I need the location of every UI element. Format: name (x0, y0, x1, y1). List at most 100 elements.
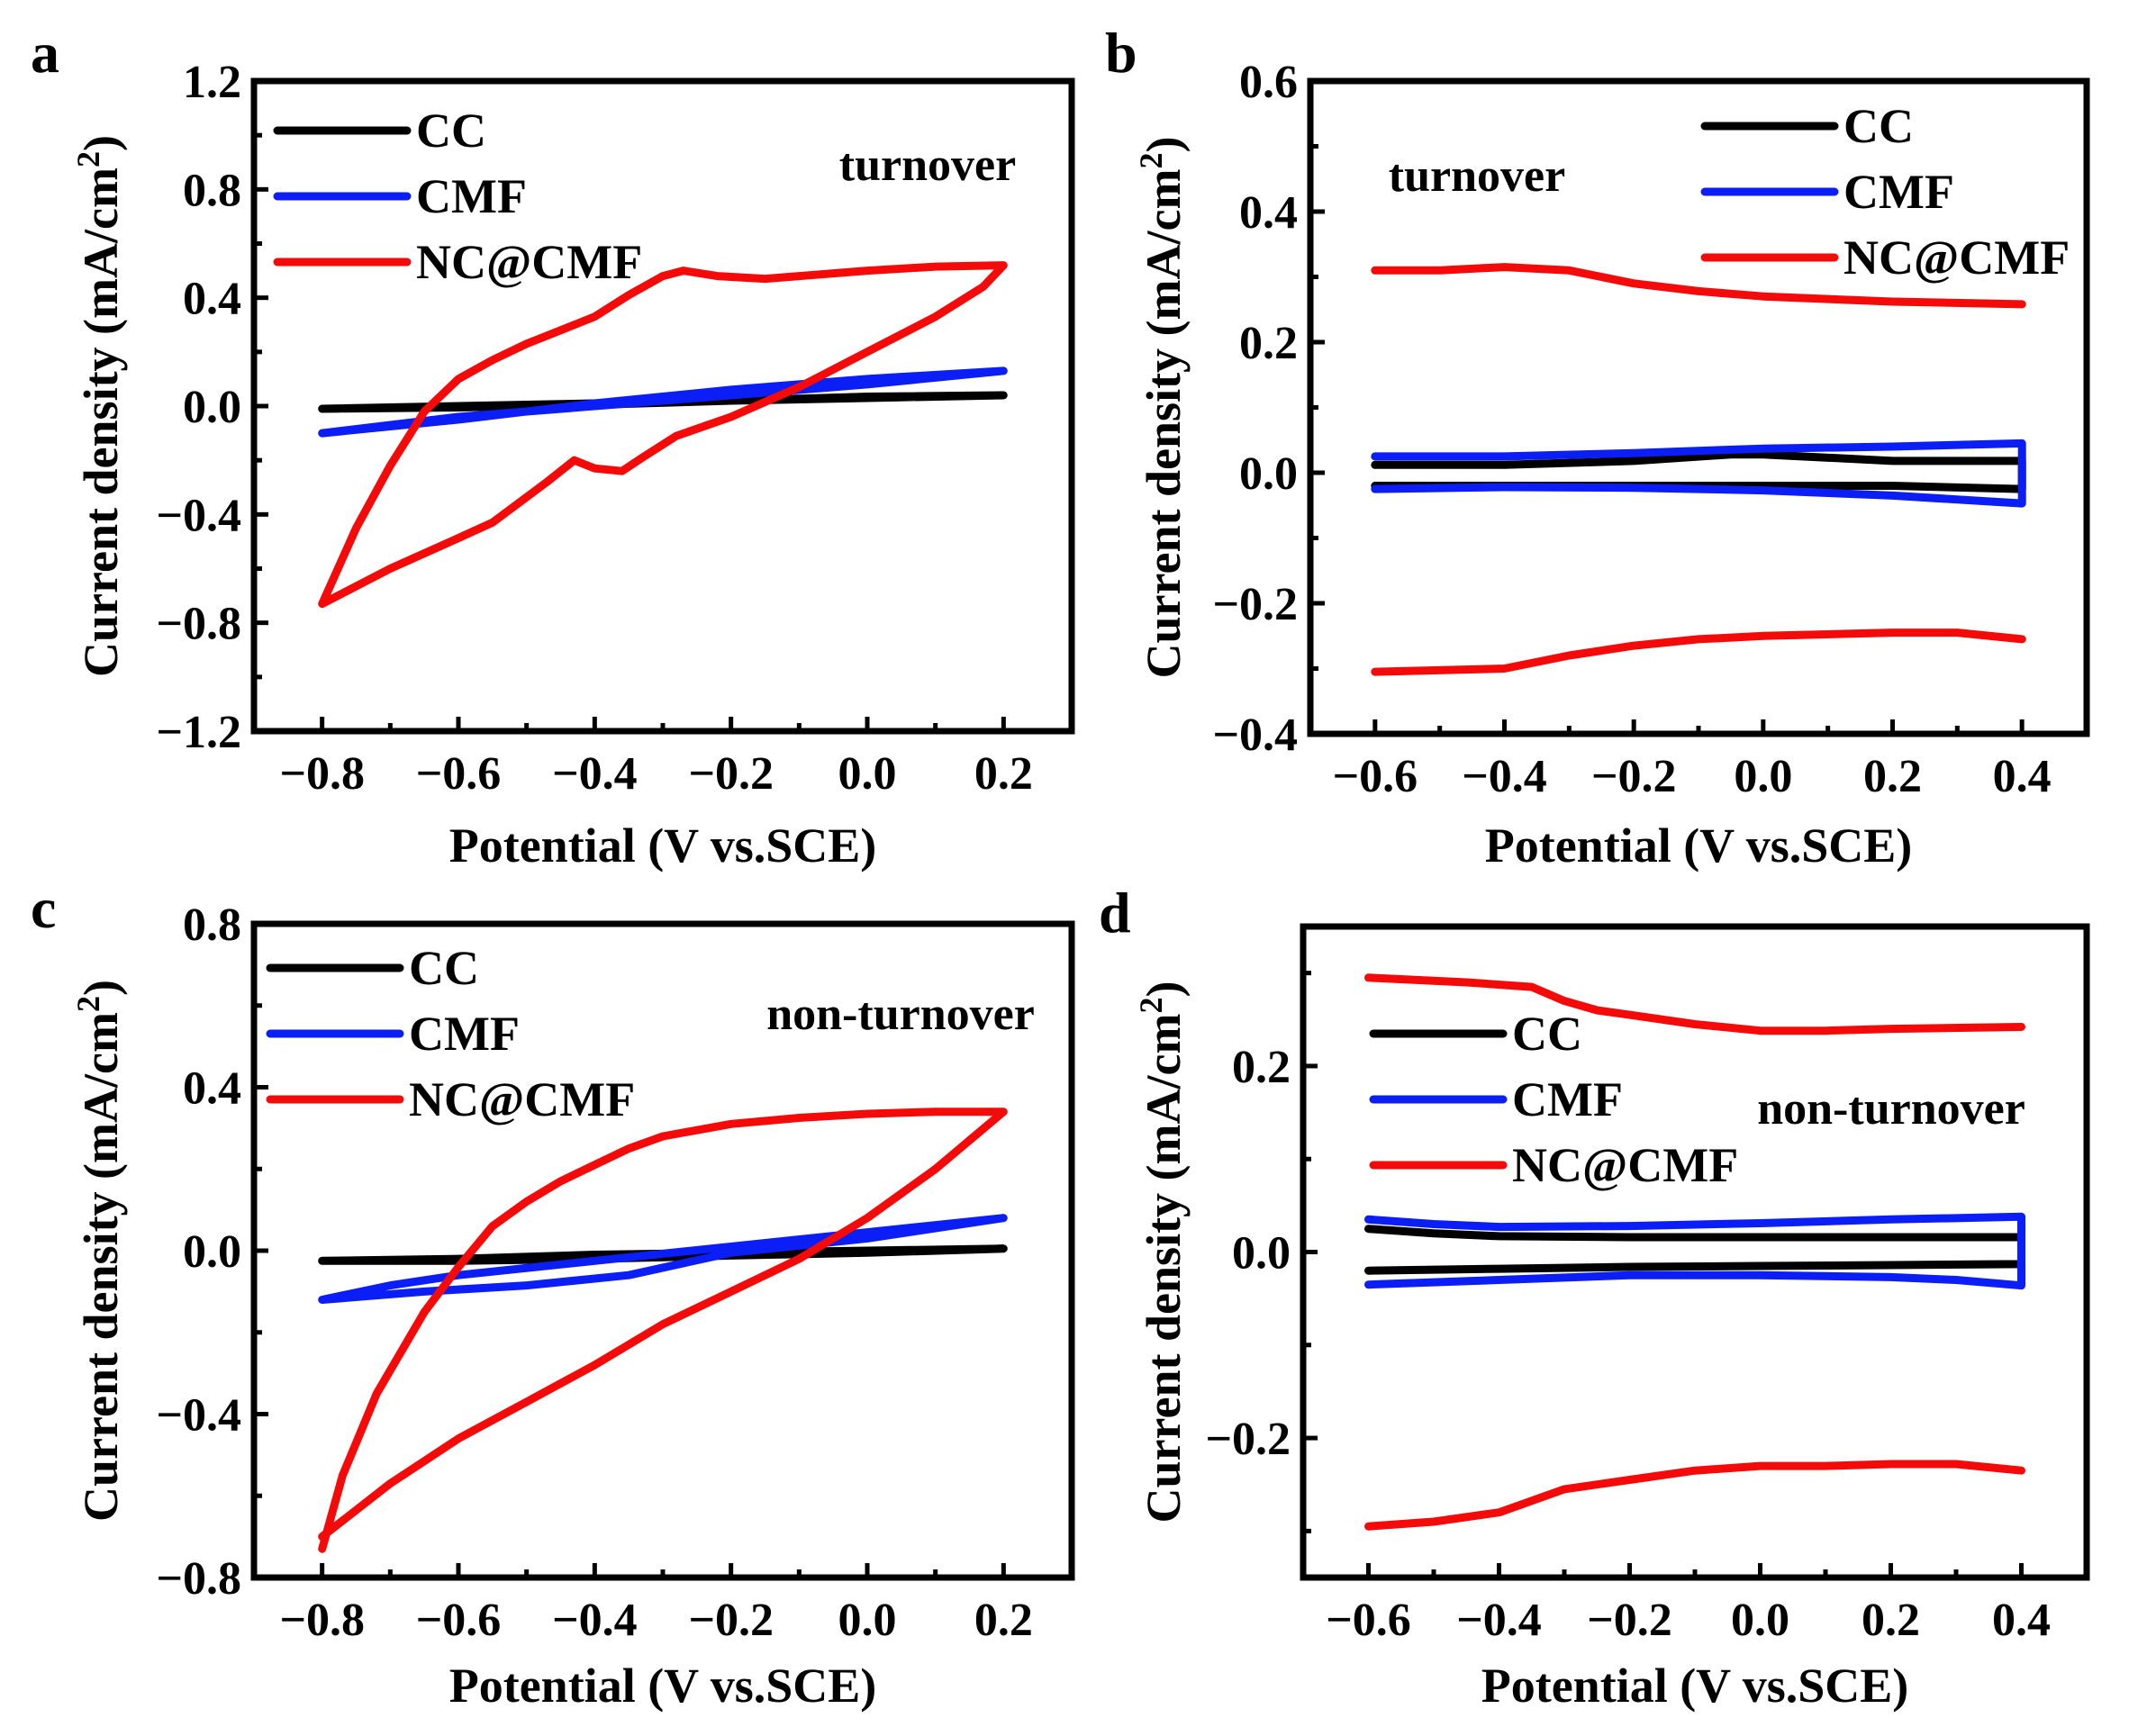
x-tick-label: 0.4 (1993, 751, 2052, 802)
y-axis-label-close: ) (1137, 137, 1191, 153)
x-tick-label: −0.6 (416, 748, 502, 800)
series-line-nc-at-cmf (1364, 1460, 2025, 1531)
legend-label: NC@CMF (1843, 231, 2070, 285)
y-tick-label: −1.2 (156, 707, 241, 758)
legend-label: NC@CMF (409, 1072, 635, 1126)
series-group (1364, 973, 2025, 1531)
panel-letter: a (31, 21, 59, 85)
x-tick-label: −0.2 (1587, 1595, 1672, 1646)
series-group (1371, 263, 2026, 676)
legend-label: CMF (416, 169, 527, 223)
x-tick-label: −0.4 (552, 1595, 638, 1646)
series-line-cmf (1371, 439, 2026, 508)
x-axis-label: Potential (V vs.SCE) (449, 1659, 877, 1713)
y-axis-label: Current density (mA/cm2) (1133, 981, 1191, 1524)
y-tick-label: 0.8 (183, 165, 241, 216)
x-tick-label: 0.2 (974, 1595, 1033, 1646)
condition-annotation: turnover (1389, 150, 1565, 202)
y-tick-label: 0.4 (1239, 187, 1298, 239)
y-tick-label: 0.2 (1232, 1042, 1291, 1093)
y-axis-label: Current density (mA/cm2) (70, 980, 128, 1522)
series-line-cmf (318, 366, 1008, 438)
x-tick-label: 0.0 (1734, 751, 1792, 802)
y-axis-label-superscript: 2 (1133, 153, 1169, 169)
legend-label: CMF (409, 1007, 520, 1061)
series-group (318, 261, 1008, 609)
condition-annotation: non-turnover (766, 989, 1035, 1040)
y-axis-label-superscript: 2 (70, 151, 106, 167)
series-line-cmf (318, 1214, 1008, 1304)
x-tick-label: 0.2 (974, 748, 1033, 800)
y-axis-label-close: ) (74, 135, 128, 151)
x-axis-label: Potential (V vs.SCE) (1481, 1659, 1909, 1713)
y-tick-label: 0.6 (1239, 57, 1298, 108)
panel-letter: c (31, 876, 56, 940)
y-tick-label: −0.4 (1212, 710, 1298, 761)
y-axis-label-close: ) (74, 980, 128, 996)
series-line-nc-at-cmf (318, 261, 1008, 609)
y-tick-label: 0.0 (1232, 1228, 1291, 1279)
x-tick-label: −0.6 (416, 1595, 502, 1646)
legend-label: CMF (1843, 165, 1954, 219)
legend-label: CC (409, 941, 479, 995)
x-tick-label: −0.6 (1333, 751, 1418, 802)
legend-label: CC (1843, 99, 1914, 153)
y-axis-label-superscript: 2 (70, 996, 106, 1012)
x-axis-label: Potential (V vs.SCE) (1485, 818, 1913, 873)
panel-c: c −0.8 −0.6 −0.4 −0.2 0.0 0.2 −0.8 −0.4 0.0 0.4 0.8… (31, 876, 1075, 1713)
x-tick-label: 0.4 (1992, 1595, 2051, 1646)
x-axis-label: Potential (V vs.SCE) (449, 818, 877, 873)
x-tick-label: −0.2 (688, 1595, 774, 1646)
y-axis-label: Current density (mA/cm2) (1133, 137, 1191, 679)
y-axis-label-close: ) (1137, 981, 1191, 998)
condition-annotation: non-turnover (1757, 1083, 2025, 1135)
series-line-nc-at-cmf (1371, 628, 2026, 676)
x-tick-label: −0.4 (552, 748, 638, 800)
series-group (318, 1108, 1008, 1553)
condition-annotation: turnover (839, 140, 1016, 191)
x-tick-label: −0.8 (279, 748, 365, 800)
series-line-nc-at-cmf (1371, 263, 2026, 309)
y-tick-label: −0.4 (156, 1390, 241, 1442)
y-tick-label: −0.8 (156, 599, 241, 650)
x-tick-label: −0.2 (1591, 751, 1677, 802)
y-axis-label-main: Current density (mA/cm (74, 167, 128, 677)
y-tick-label: −0.4 (156, 490, 241, 541)
y-tick-label: 0.8 (183, 900, 241, 951)
y-tick-label: 0.0 (183, 382, 241, 433)
legend-label: NC@CMF (416, 235, 642, 289)
x-tick-label: −0.4 (1462, 751, 1547, 802)
y-tick-label: −0.8 (156, 1553, 241, 1605)
x-tick-label: 0.0 (1731, 1595, 1789, 1646)
x-tick-label: −0.2 (688, 748, 774, 800)
y-axis-label-superscript: 2 (1133, 998, 1169, 1014)
x-tick-label: −0.4 (1456, 1595, 1542, 1646)
x-tick-label: 0.0 (838, 1595, 897, 1646)
x-tick-label: −0.8 (279, 1595, 365, 1646)
panel-b: b −0.6 −0.4 −0.2 0.0 0.2 0.4 −0.4 −0.2 0.0 0.2 0.4 0… (1105, 21, 2090, 873)
panel-a: a −0.8 −0.6 −0.4 −0.2 0.0 0.2 −1.2 −0.8 −0.4 0.0 0.… (31, 21, 1075, 873)
x-tick-label: −0.6 (1326, 1595, 1411, 1646)
y-tick-label: 0.4 (183, 274, 241, 325)
legend-label: CC (1512, 1007, 1582, 1061)
y-axis-label-main: Current density (mA/cm (1137, 169, 1191, 679)
legend-label: CC (416, 104, 486, 158)
x-tick-label: 0.0 (838, 748, 897, 800)
y-tick-label: 1.2 (183, 57, 241, 108)
panel-letter: b (1105, 21, 1137, 85)
y-tick-label: 0.4 (183, 1063, 241, 1115)
series-line-cc (318, 1244, 1008, 1265)
legend-label: CMF (1512, 1072, 1623, 1126)
series-line-cc (1364, 1225, 2025, 1275)
panel-d: d −0.6 −0.4 −0.2 0.0 0.2 0.4 −0.2 0.0 0.2 Potentia… (1099, 881, 2090, 1713)
panel-letter: d (1099, 881, 1131, 945)
series-line-nc-at-cmf (1364, 973, 2025, 1035)
legend-label: NC@CMF (1512, 1138, 1738, 1192)
y-axis-label: Current density (mA/cm2) (70, 135, 128, 677)
y-tick-label: −0.2 (1212, 579, 1298, 630)
y-tick-label: 0.0 (1239, 448, 1298, 500)
x-tick-label: 0.2 (1863, 751, 1922, 802)
series-line-cmf (1364, 1212, 2025, 1290)
y-tick-label: −0.2 (1205, 1414, 1291, 1465)
